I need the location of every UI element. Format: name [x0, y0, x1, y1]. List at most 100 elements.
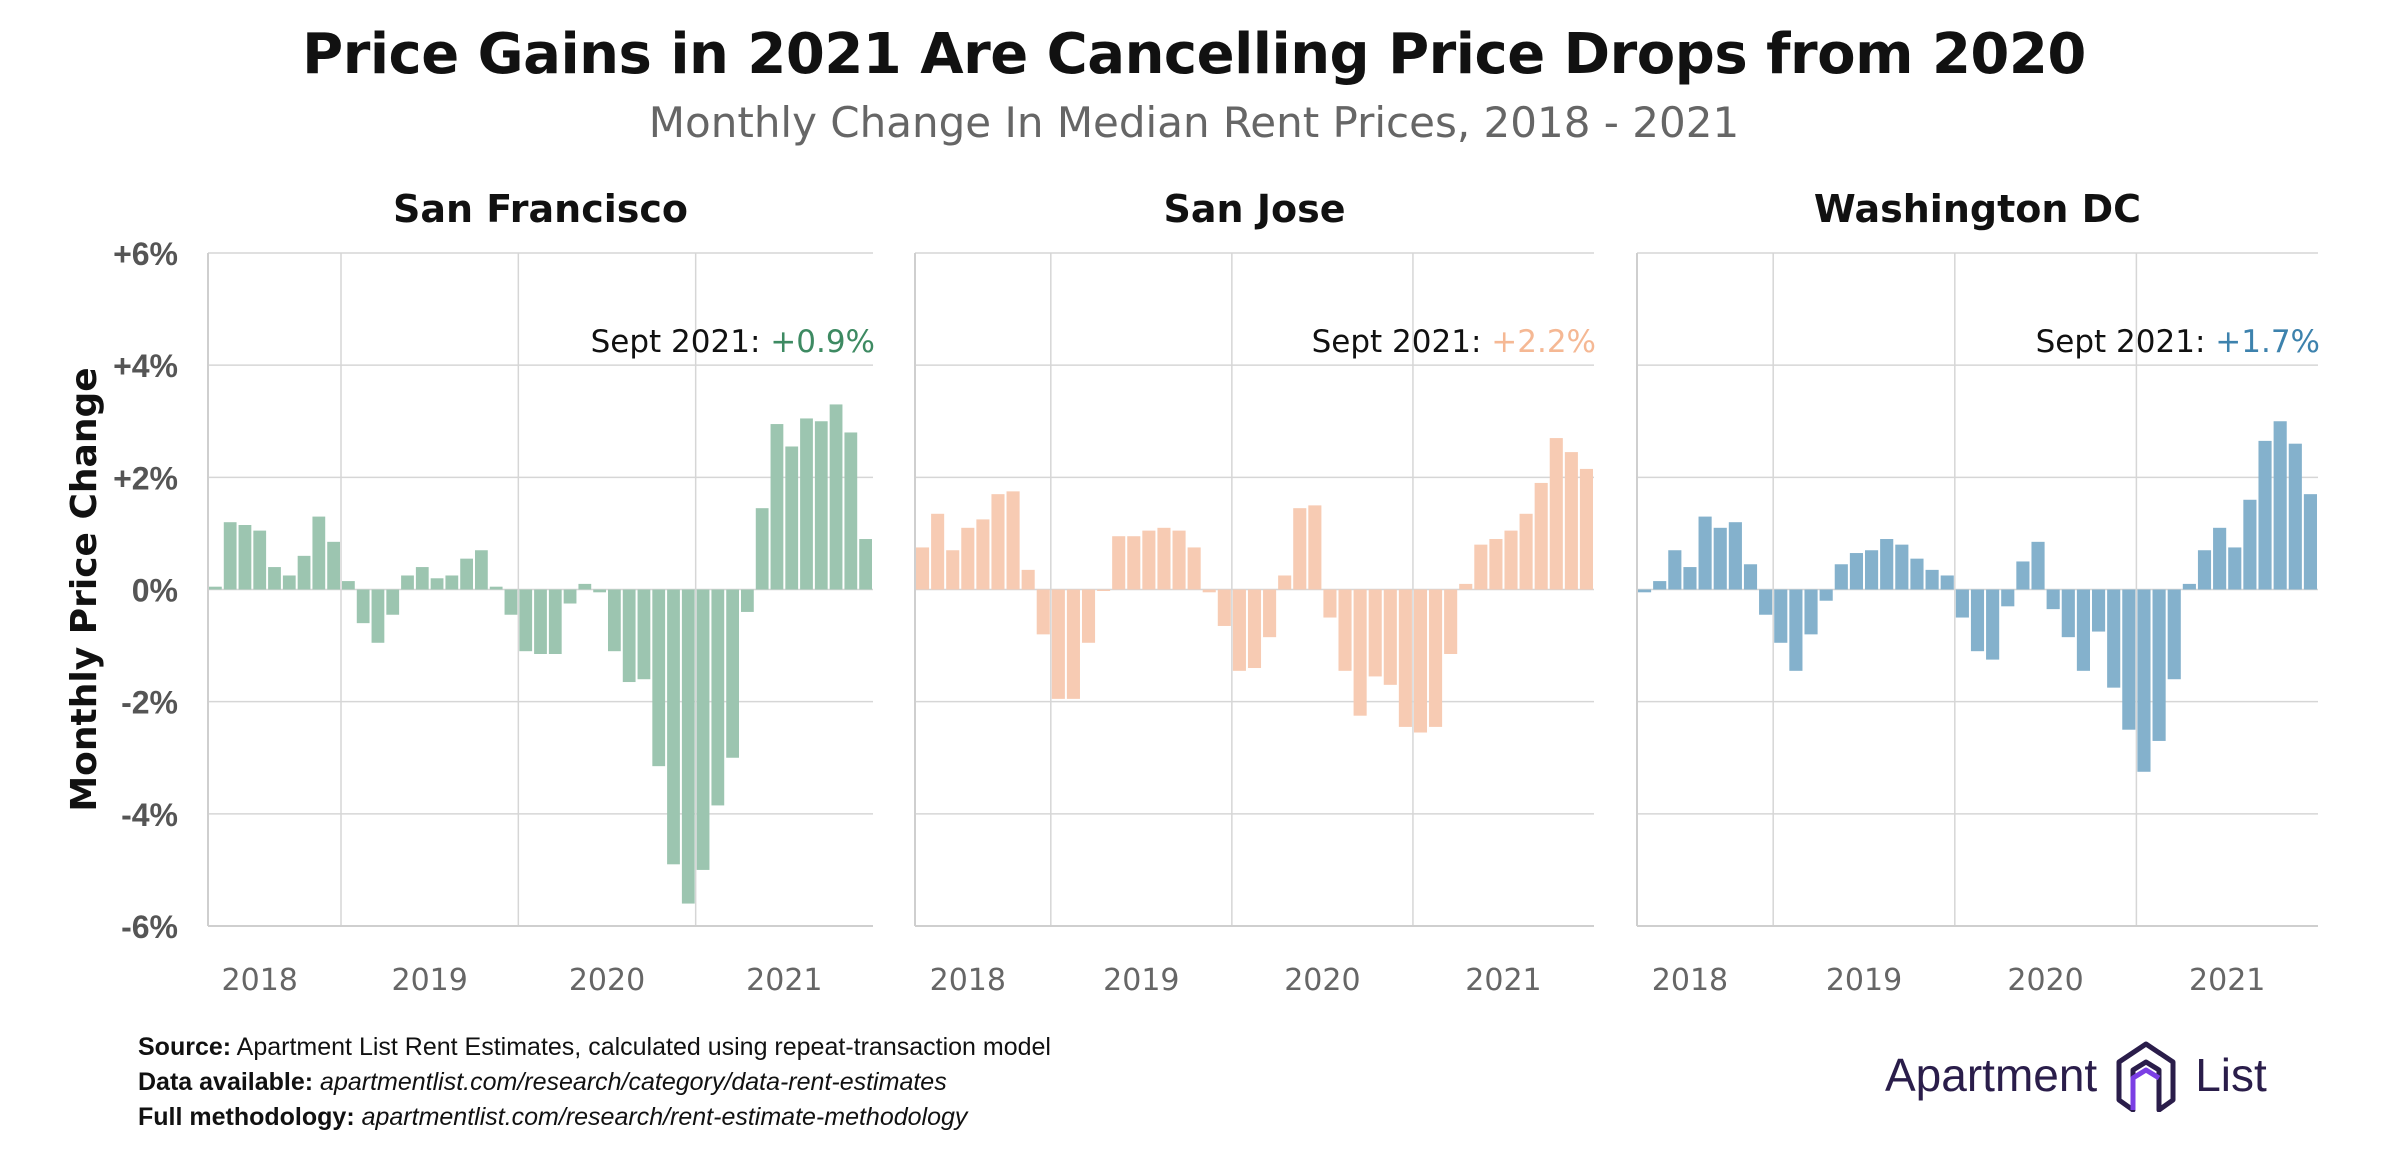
bar [1865, 550, 1879, 590]
y-tick-label: -4% [121, 797, 178, 833]
bar [637, 589, 651, 680]
bar [268, 567, 281, 590]
x-tick-label: 2019 [1826, 963, 1902, 998]
bar [1638, 589, 1652, 593]
bar [1187, 547, 1201, 590]
bar [726, 589, 739, 758]
bar [622, 589, 636, 683]
bar [489, 586, 503, 590]
bar [238, 525, 252, 590]
bar [415, 567, 429, 590]
bar [2167, 589, 2181, 680]
bar [2182, 583, 2196, 590]
bar [519, 589, 533, 652]
bar [741, 589, 754, 612]
apartment-list-logo-icon [2116, 1041, 2176, 1112]
bar [563, 589, 577, 604]
x-tick-label: 2021 [746, 963, 822, 998]
footer-data-link[interactable]: apartmentlist.com/research/category/data… [320, 1068, 947, 1096]
bar [1955, 589, 1969, 618]
bar [1263, 589, 1277, 638]
bar [2061, 589, 2075, 638]
bar [430, 578, 444, 590]
bar [681, 589, 695, 904]
bar [1910, 558, 1924, 590]
annotation-label: Sept 2021: [591, 324, 771, 360]
bar [1683, 567, 1697, 590]
bar [1293, 508, 1307, 590]
bar [1172, 530, 1186, 590]
bar [1097, 589, 1111, 591]
panel-annotation: Sept 2021: +1.7% [2036, 324, 2320, 360]
bar [1474, 544, 1488, 590]
bar [859, 539, 872, 590]
bar [2258, 440, 2272, 590]
bar [844, 432, 858, 590]
bar [1413, 589, 1428, 733]
bar [1819, 589, 1833, 601]
bar [608, 589, 621, 652]
apartment-list-logo: Apartment List [1885, 1030, 2267, 1120]
x-tick-label: 2018 [930, 963, 1006, 998]
bar [1834, 564, 1848, 590]
chart-area: Monthly Price Change +6% +4% +2% 0% -2% -4% -6%… [64, 187, 2320, 998]
bar [814, 421, 828, 590]
bar [1759, 589, 1773, 615]
bar [2092, 589, 2106, 632]
bar [1247, 589, 1262, 669]
bar [1743, 564, 1758, 590]
y-tick-label: -2% [121, 685, 178, 721]
bar [2076, 589, 2090, 671]
bar [386, 589, 400, 615]
x-tick-label: 2018 [222, 963, 298, 998]
bar [209, 586, 222, 590]
bar [2197, 550, 2212, 590]
panel-annotation: Sept 2021: +0.9% [591, 324, 875, 360]
bar [1127, 536, 1141, 590]
y-tick-label: +4% [113, 348, 178, 384]
x-tick-label: 2019 [1103, 963, 1179, 998]
bar [1713, 527, 1727, 590]
bar [548, 589, 562, 654]
bar [1579, 468, 1593, 590]
bar [1006, 491, 1020, 590]
bar [1051, 589, 1065, 699]
bar [961, 527, 975, 590]
bar [1895, 544, 1909, 590]
bar [1986, 589, 2000, 660]
bar [1774, 589, 1788, 643]
bar [2152, 589, 2166, 741]
panel-title: San Francisco [393, 187, 688, 231]
bar [342, 581, 355, 590]
annotation-value: +0.9% [770, 324, 875, 360]
bar [1368, 589, 1382, 677]
bar [770, 424, 784, 590]
bar [371, 589, 385, 643]
bar [755, 508, 769, 590]
bar [2213, 527, 2227, 590]
bar [1308, 505, 1322, 590]
bar [2137, 589, 2151, 772]
y-tick-label: +2% [113, 460, 178, 496]
bar [2107, 589, 2121, 688]
footer-methodology-link[interactable]: apartmentlist.com/research/rent-estimate… [361, 1103, 968, 1131]
x-tick-label: 2020 [2007, 963, 2083, 998]
bar [1653, 581, 1667, 590]
bar [1534, 482, 1548, 590]
bar [800, 418, 813, 590]
footer-data: Data available: apartmentlist.com/resear… [138, 1065, 1051, 1100]
footer-methodology: Full methodology: apartmentlist.com/rese… [138, 1100, 1051, 1135]
bar [282, 575, 296, 590]
bar [696, 589, 710, 870]
bar [1036, 589, 1050, 635]
annotation-value: +1.7% [2215, 324, 2320, 360]
bar [504, 589, 518, 615]
bar [401, 575, 414, 590]
bar [1970, 589, 1985, 652]
bar [2228, 547, 2242, 590]
footer-source-label: Source: [138, 1033, 232, 1061]
x-tick-label: 2021 [2189, 963, 2265, 998]
bar [946, 550, 960, 590]
bar [931, 513, 945, 590]
footer: Source: Apartment List Rent Estimates, c… [138, 1030, 1051, 1135]
